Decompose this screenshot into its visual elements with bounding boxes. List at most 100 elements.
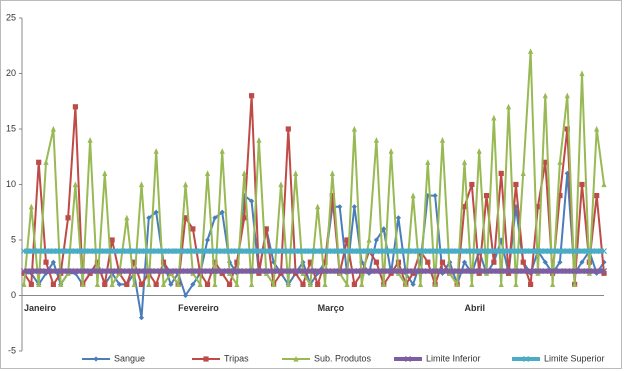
point [490,268,497,275]
legend-label: Limite Inferior [426,353,481,363]
point [211,248,218,255]
point [476,248,483,255]
point [109,237,115,243]
point [520,259,526,265]
point [527,48,534,54]
point [255,268,262,275]
point [439,248,446,255]
point [454,248,461,255]
point [395,268,402,275]
point [520,268,527,275]
point [388,268,395,275]
point [337,204,343,210]
point [190,226,196,232]
series [20,248,608,255]
legend-item: Sub. Produtos [282,353,372,363]
point [498,268,505,275]
point [189,248,196,255]
point [277,268,284,275]
point [87,248,94,255]
x-tick-label: Janeiro [24,303,57,313]
point [248,281,255,287]
legend-marker [203,356,209,362]
point [454,268,461,275]
point [219,248,226,255]
point [564,248,571,255]
point [344,237,350,243]
legend-item: Tripas [192,353,249,363]
point [322,281,328,287]
point [233,268,240,275]
point [512,268,519,275]
series [21,48,607,287]
point [124,281,130,287]
point [292,248,299,255]
point [189,268,196,275]
point [21,281,27,287]
point [36,159,42,165]
point [241,215,247,221]
point [138,181,145,188]
point [50,268,57,275]
point [204,170,211,176]
point [557,259,563,265]
point [549,268,556,275]
point [534,268,541,275]
point [417,268,424,275]
point [527,248,534,255]
point [43,159,49,165]
point [388,148,394,154]
point [571,268,578,275]
point [321,268,329,275]
legend-label: Sangue [114,353,145,363]
point [307,248,314,255]
point [65,248,72,255]
point [241,268,248,275]
point [20,268,28,275]
legend-marker [93,356,99,362]
point [271,259,277,265]
point [190,281,196,287]
point [101,248,108,255]
point [439,268,446,275]
point [299,268,307,275]
point [329,193,335,199]
point [490,248,497,255]
point [513,281,519,287]
point [197,248,204,255]
point [36,281,42,287]
point [417,281,424,287]
point [424,248,431,255]
point [123,268,130,275]
point [182,181,189,188]
point [72,104,78,110]
point [212,259,218,265]
point [381,226,387,232]
point [476,148,482,154]
point [248,248,255,255]
point [219,268,226,275]
point [417,248,424,255]
point [50,281,56,287]
point [57,248,64,255]
point [395,248,402,255]
point [498,281,504,287]
legend-item: Sangue [82,353,145,363]
legend-marker [404,355,412,363]
point [366,248,373,255]
point [255,248,262,255]
point [359,281,365,287]
point [182,268,189,275]
point [314,248,321,255]
point [572,281,578,287]
point [263,268,270,275]
point [79,268,86,275]
point [138,268,145,275]
point [233,248,240,255]
point [293,170,299,176]
point [432,248,439,255]
legend-label: Limite Superior [544,353,605,363]
x-tick-label: Abril [465,303,486,313]
point [175,268,182,275]
point [468,268,475,275]
